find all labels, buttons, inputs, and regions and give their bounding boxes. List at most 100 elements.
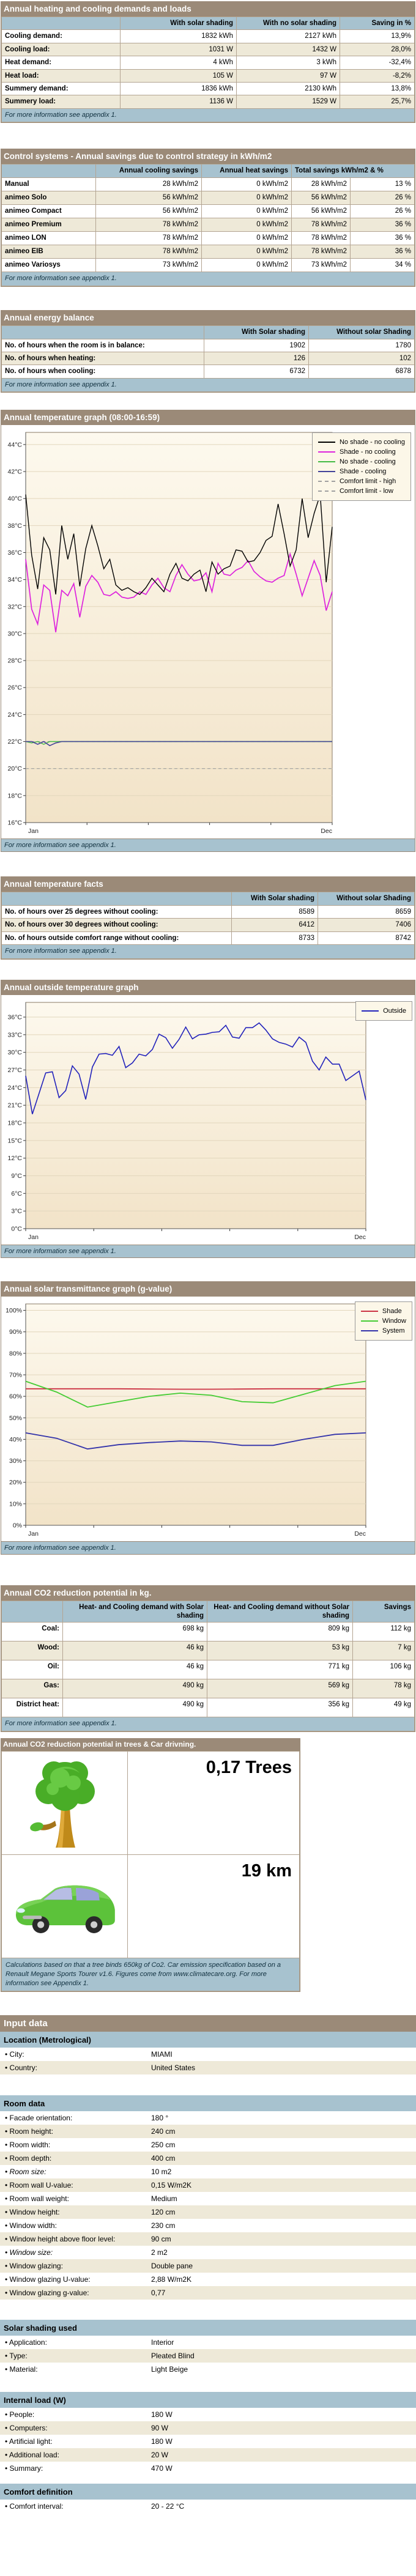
outside-chart-box: 36°C 33°C 30°C 27°C 24°C 21°C 18°C 15°C 12°C 9°C 6… <box>1 994 415 1245</box>
table-row: Summery load: 1136 W 1529 W 25,7% <box>2 95 414 108</box>
svg-text:20%: 20% <box>9 1479 22 1486</box>
g-value-chart: 100% 90% 80% 70% 60% 50% 40% 30% 20% 10% 0% Jan Dec <box>6 1303 366 1538</box>
cell-without-shading: 1780 <box>309 339 414 352</box>
input-label: Window height above floor level: <box>0 2232 150 2246</box>
input-row: Window height above floor level: 90 cm <box>0 2232 416 2246</box>
table-row: Heat demand: 4 kWh 3 kWh -32,4% <box>2 56 414 69</box>
svg-text:21°C: 21°C <box>8 1101 23 1109</box>
table-row: Cooling demand: 1832 kWh 2127 kWh 13,9% <box>2 30 414 43</box>
row-label: Oil: <box>2 1660 62 1679</box>
row-label: animeo LON <box>2 232 95 245</box>
row-label: animeo Premium <box>2 218 95 232</box>
input-row: Artificial light: 180 W <box>0 2434 416 2448</box>
input-value: Pleated Blind <box>151 2351 195 2360</box>
row-label: Heat demand: <box>2 56 120 69</box>
input-value: 0,15 W/m2K <box>151 2180 192 2189</box>
legend-line-swatch <box>362 1010 379 1012</box>
section-title: Annual heating and cooling demands and l… <box>1 1 415 16</box>
table-row: Summery demand: 1836 kWh 2130 kWh 13,8% <box>2 82 414 95</box>
legend-line-swatch <box>318 471 335 473</box>
section-title: Annual temperature facts <box>1 876 415 892</box>
chart-legend: No shade - no cooling Shade - no cooling N… <box>311 432 411 502</box>
row-label: No. of hours when the room is in balance… <box>2 339 204 352</box>
svg-text:16°C: 16°C <box>8 820 23 827</box>
input-row: Room height: 240 cm <box>0 2124 416 2138</box>
chart-legend: Shade Window System <box>354 1301 412 1341</box>
legend-entry: Comfort limit - high <box>318 478 405 485</box>
input-label: Window size: <box>0 2246 150 2259</box>
input-value: United States <box>151 2063 196 2072</box>
demands-table: With solar shading With no solar shading… <box>1 16 415 124</box>
row-label: Heat load: <box>2 69 120 82</box>
cell-with-shading: 46 kg <box>63 1641 207 1660</box>
room-data-rows: Facade orientation: 180 ° Room height: 2… <box>0 2111 416 2300</box>
header-cell: Annual cooling savings <box>96 165 201 178</box>
row-label: No. of hours when cooling: <box>2 365 204 378</box>
control-rows: Manual 28 kWh/m2 0 kWh/m2 28 kWh/m2 13 %… <box>2 178 414 272</box>
table-row: No. of hours outside comfort range witho… <box>2 931 414 944</box>
section-title: Annual energy balance <box>1 310 415 325</box>
input-row: Window glazing: Double pane <box>0 2259 416 2273</box>
section-energy-balance: Annual energy balance With Solar shading… <box>1 310 415 393</box>
legend-line-swatch <box>318 451 335 453</box>
svg-text:9°C: 9°C <box>11 1172 22 1180</box>
input-value: 20 W <box>151 2450 169 2459</box>
input-value: 470 W <box>151 2463 173 2473</box>
input-row: Window height: 120 cm <box>0 2205 416 2219</box>
table-row: animeo Premium 78 kWh/m2 0 kWh/m2 78 kWh… <box>2 218 414 232</box>
cell-cooling-savings: 56 kWh/m2 <box>96 191 201 205</box>
svg-text:36°C: 36°C <box>8 1013 23 1021</box>
cell-savings-pct: 34 % <box>351 259 414 272</box>
section-g-value: Annual solar transmittance graph (g-valu… <box>1 1281 415 1555</box>
row-label: Summery demand: <box>2 82 120 95</box>
input-row: Computers: 90 W <box>0 2421 416 2435</box>
legend-entry: Shade - cooling <box>318 468 405 475</box>
legend-label: Shade - cooling <box>339 468 387 476</box>
input-row: Country: United States <box>0 2060 416 2074</box>
svg-text:42°C: 42°C <box>8 468 23 476</box>
header-cell-empty <box>2 326 204 339</box>
input-row: Room wall weight: Medium <box>0 2191 416 2205</box>
outside-temperature-chart: 36°C 33°C 30°C 27°C 24°C 21°C 18°C 15°C 12°C 9°C 6… <box>8 1002 366 1241</box>
input-label: Additional load: <box>0 2448 150 2462</box>
section-temperature-facts: Annual temperature facts With Solar shad… <box>1 876 415 960</box>
section-title: Annual temperature graph (08:00-16:59) <box>1 410 415 425</box>
input-value: 180 W <box>151 2437 173 2446</box>
svg-text:33°C: 33°C <box>8 1031 23 1038</box>
cell-without-shading: 6878 <box>309 365 414 378</box>
legend-label: Comfort limit - low <box>339 487 393 495</box>
input-label: Artificial light: <box>0 2435 150 2448</box>
cell-saving: 25,7% <box>340 95 414 108</box>
svg-text:0°C: 0°C <box>11 1225 22 1232</box>
cell-with-shading: 1836 kWh <box>121 82 236 95</box>
legend-line-swatch <box>318 490 335 492</box>
footnote: For more information see appendix 1. <box>2 1717 414 1731</box>
table-row: animeo EIB 78 kWh/m2 0 kWh/m2 78 kWh/m2 … <box>2 245 414 259</box>
svg-text:80%: 80% <box>9 1350 22 1357</box>
cell-saving: -8,2% <box>340 69 414 82</box>
cell-without-shading: 8659 <box>318 905 414 919</box>
svg-text:Jan: Jan <box>28 1234 39 1241</box>
svg-text:44°C: 44°C <box>8 442 23 449</box>
input-value: Double pane <box>151 2261 193 2270</box>
table-row: Manual 28 kWh/m2 0 kWh/m2 28 kWh/m2 13 % <box>2 178 414 191</box>
input-label: Type: <box>0 2349 150 2363</box>
svg-text:100%: 100% <box>6 1307 22 1314</box>
input-label: Country: <box>0 2061 150 2074</box>
svg-text:18°C: 18°C <box>8 1119 23 1127</box>
table-row: Oil: 46 kg 771 kg 106 kg <box>2 1660 414 1679</box>
cell-saving: 112 kg <box>353 1623 414 1641</box>
input-row: Window size: 2 m2 <box>0 2245 416 2259</box>
row-label: Wood: <box>2 1641 62 1660</box>
legend-label: Window <box>382 1317 406 1325</box>
cell-cooling-savings: 78 kWh/m2 <box>96 245 201 259</box>
table-row: animeo Variosys 73 kWh/m2 0 kWh/m2 73 kW… <box>2 259 414 272</box>
cell-with-shading: 1902 <box>204 339 308 352</box>
cell-without-shading: 3 kWh <box>237 56 340 69</box>
input-data-header: Input data <box>0 2015 416 2032</box>
header-cell: Without solar Shading <box>309 326 414 339</box>
calculation-note: Calculations based on that a tree binds … <box>2 1958 299 1991</box>
cell-with-shading: 4 kWh <box>121 56 236 69</box>
row-label: Manual <box>2 178 95 191</box>
